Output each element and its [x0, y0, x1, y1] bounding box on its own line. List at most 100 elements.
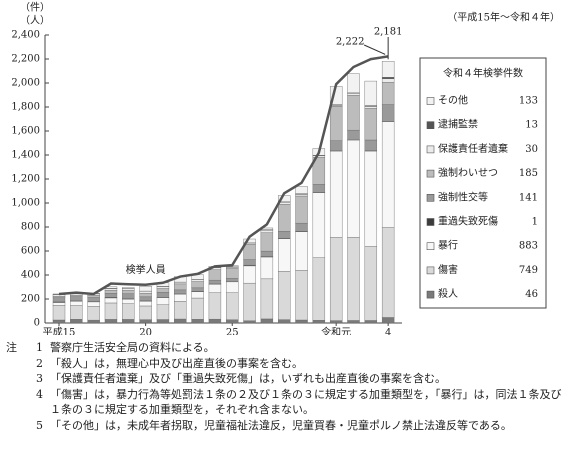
bar-segment — [174, 301, 187, 320]
bar-segment — [104, 319, 118, 324]
y-tick-label: 1,200 — [11, 174, 40, 185]
note-row: 5 「その他」は，未成年者拐取，児童福祉法違反，児童買春・児童ポルノ禁止法違反等で… — [6, 418, 566, 434]
legend-label: 逮捕監禁 — [438, 118, 478, 131]
bar-segment — [70, 294, 83, 297]
bar-segment — [191, 319, 204, 324]
line-value-label: 2,222 — [336, 37, 365, 48]
bar-segment — [104, 297, 118, 304]
legend-swatch — [426, 194, 435, 202]
bar-segment — [87, 301, 100, 307]
bar-segment — [122, 319, 135, 324]
bar-segment — [243, 259, 256, 266]
bar-segment — [122, 303, 135, 320]
bar-segment — [208, 269, 222, 281]
bar-segment — [174, 282, 187, 285]
bar-segment — [347, 73, 360, 94]
bar-segment — [122, 298, 135, 304]
y-tick-label: 600 — [21, 246, 40, 257]
bar-segment — [226, 268, 239, 279]
bar-segment — [381, 317, 395, 324]
spacer — [6, 356, 36, 372]
y-tick-label: 2,200 — [11, 54, 40, 65]
legend-label: 強制性交等 — [438, 190, 488, 203]
bar-segment — [347, 129, 360, 141]
legend-label: 重過失致死傷 — [438, 215, 498, 228]
bar-segment — [329, 237, 343, 321]
spacer — [6, 371, 36, 387]
bar-segment — [52, 297, 66, 303]
bar-segment — [243, 243, 256, 260]
bar-segment — [191, 279, 204, 282]
bar-segment — [139, 286, 152, 292]
x-tick-label: 20 — [139, 328, 152, 336]
bar-segment — [364, 108, 378, 141]
bar-segment — [260, 229, 274, 233]
bar-segment — [87, 295, 100, 298]
bar-segment — [260, 232, 274, 252]
bar-segment — [122, 288, 135, 291]
bar-segment — [329, 320, 343, 324]
bar-segment — [208, 279, 222, 285]
line-label: 検挙人員 — [126, 263, 166, 276]
bar-segment — [87, 306, 100, 321]
note-text: 「保護責任者遺棄」及び「重過失致死傷」は，いずれも出産直後の事案を含む。 — [50, 372, 446, 385]
legend-value: 1 — [532, 217, 538, 228]
bar-segment — [312, 320, 326, 324]
bar-segment — [139, 291, 152, 294]
legend-swatch — [426, 218, 435, 226]
bar-segment — [191, 281, 204, 289]
legend-swatch — [426, 97, 435, 105]
bar-segment — [312, 155, 326, 158]
note-text: 「その他」は，未成年者拐取，児童福祉法違反，児童買春・児童ポルノ禁止法違反等であ… — [50, 418, 512, 432]
y-tick-label: 1,800 — [11, 102, 40, 113]
note-text: 「傷害」は，暴力行為等処罰法１条の２及び１条の３に規定する加重類型を，「暴行」は… — [50, 387, 562, 417]
bar-segment — [174, 318, 187, 324]
legend-value: 13 — [525, 120, 538, 131]
y-tick-label: 200 — [21, 294, 40, 305]
bar-segment — [174, 293, 187, 302]
bar-segment — [208, 284, 222, 293]
legend-label: 強制わいせつ — [438, 166, 498, 179]
bar-segment — [52, 296, 66, 298]
legend-value: 133 — [519, 96, 538, 107]
spacer — [6, 387, 36, 418]
bar-segment — [139, 319, 152, 324]
legend-value: 883 — [519, 241, 538, 252]
bar-segment — [347, 139, 360, 238]
bar-segment — [347, 95, 360, 131]
bar-segment — [312, 257, 326, 321]
bar-segment — [139, 293, 152, 298]
bar-segment — [260, 250, 274, 257]
bar-segment — [122, 287, 135, 289]
y-tick-label: 1,600 — [11, 126, 40, 137]
bar-segment — [364, 106, 378, 109]
bar-segment — [104, 290, 118, 294]
bar-segment — [174, 289, 187, 295]
legend-swatch — [426, 121, 435, 129]
bar-segment — [329, 106, 343, 141]
legend-box — [419, 57, 547, 309]
bar-segment — [243, 320, 256, 324]
bar-segment — [295, 222, 308, 232]
legend-swatch — [426, 169, 435, 178]
bar-segment — [70, 319, 83, 324]
x-tick-label: 4 — [385, 328, 391, 336]
bar-segment — [381, 104, 395, 122]
bar-segment — [191, 297, 204, 320]
bar-segment — [87, 319, 100, 324]
bar-segment — [156, 286, 170, 289]
legend-label: 傷害 — [438, 263, 458, 276]
annotation-arrow — [363, 44, 386, 55]
legend-swatch — [426, 266, 435, 275]
legend-value: 749 — [519, 265, 538, 276]
legend-swatch — [426, 290, 435, 299]
bar-segment — [295, 270, 308, 321]
note-label: 注 — [6, 341, 17, 354]
legend-value: 46 — [525, 289, 538, 300]
note-number: 5 — [36, 418, 43, 432]
bar-segment — [156, 297, 170, 305]
total-label: 2,181 — [374, 27, 403, 38]
bar-segment — [364, 150, 378, 247]
bar-segment — [381, 82, 395, 105]
